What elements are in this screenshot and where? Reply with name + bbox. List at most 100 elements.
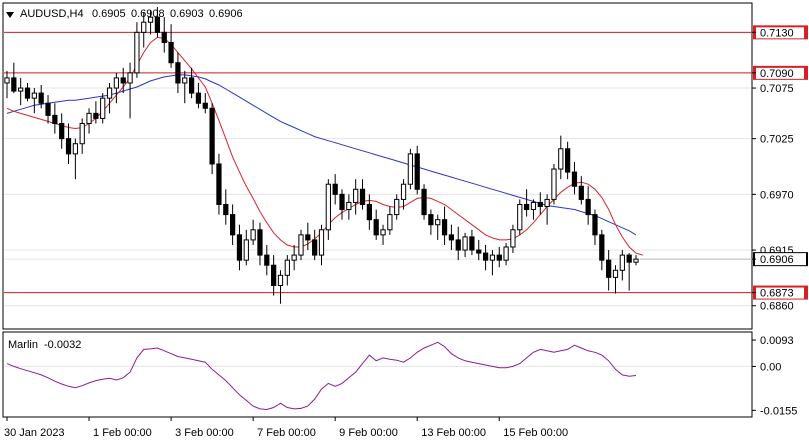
candle-body	[216, 163, 222, 205]
candle-body	[188, 77, 195, 94]
candle-body	[517, 203, 523, 231]
price-axis: 0.71300.70900.70750.70250.69700.69150.69…	[752, 25, 808, 313]
candle-body	[612, 269, 619, 278]
candle-body	[120, 77, 126, 84]
candle-body	[421, 188, 427, 216]
indicator-value: -0.0032	[44, 339, 81, 351]
candle-body	[72, 143, 78, 155]
candle-body	[257, 229, 263, 256]
candle-body	[496, 254, 502, 261]
price-tick-label: 0.7075	[760, 83, 794, 95]
candle-body	[578, 185, 584, 200]
indicator-tick-label: 0.0093	[760, 335, 794, 347]
time-tick-label: 3 Feb 00:00	[175, 427, 234, 439]
candle-body	[332, 183, 338, 195]
candle-body	[428, 214, 434, 226]
candle-body	[407, 153, 413, 185]
candle-body	[59, 122, 65, 140]
price-tick-label: 0.6860	[760, 301, 794, 313]
candle-body	[147, 16, 154, 23]
price-tick-label: 0.6970	[760, 189, 794, 201]
symbol-label: AUDUSD,H4	[20, 8, 84, 20]
candle-body	[544, 198, 550, 208]
open-value: 0.6905	[92, 8, 126, 20]
candle-body	[476, 249, 482, 254]
candle-body	[250, 229, 256, 241]
candle-body	[230, 214, 236, 236]
candle-body	[264, 254, 270, 266]
candle-body	[359, 188, 366, 205]
candle-body	[11, 77, 17, 92]
candle-body	[346, 201, 352, 211]
candle-body	[141, 21, 147, 33]
candle-body	[387, 214, 393, 231]
price-tick-label: 0.6906	[760, 254, 794, 266]
candle-body	[134, 31, 140, 74]
level-price-tag-inner	[756, 287, 804, 299]
candle-body	[626, 254, 632, 263]
high-value: 0.6908	[131, 8, 165, 20]
candle-body	[52, 114, 58, 124]
candle-body	[86, 112, 92, 124]
candle-body	[182, 77, 188, 84]
candle-body	[571, 171, 578, 187]
candle-body	[318, 229, 325, 256]
candle-body	[106, 87, 113, 99]
candle-body	[558, 148, 564, 170]
candle-body	[154, 16, 161, 33]
candle-body	[366, 203, 372, 221]
candle-body	[339, 193, 345, 211]
candle-body	[380, 229, 386, 236]
candle-body	[394, 198, 400, 216]
time-tick-label: 30 Jan 2023	[4, 427, 65, 439]
indicator-panel[interactable]	[2, 331, 753, 418]
candle-body	[175, 62, 181, 84]
indicator-tick-label: -0.0155	[760, 405, 797, 417]
candle-body	[400, 183, 407, 200]
candle-body	[161, 31, 167, 43]
candle-body	[202, 102, 208, 109]
candle-body	[24, 87, 31, 99]
candle-body	[551, 168, 557, 200]
level-price-tag-inner	[756, 67, 804, 79]
candle-body	[113, 77, 120, 89]
time-tick-label: 7 Feb 00:00	[257, 427, 316, 439]
candle-body	[448, 234, 455, 241]
candle-body	[4, 77, 10, 84]
candle-body	[291, 254, 297, 261]
candle-body	[243, 239, 249, 261]
candle-body	[469, 236, 475, 251]
candle-body	[537, 201, 543, 207]
candle-body	[523, 203, 530, 211]
ma-fast-line	[6, 36, 643, 256]
candle-body	[284, 259, 290, 276]
candle-body	[127, 72, 133, 84]
candle-body	[462, 236, 468, 251]
candle-body	[209, 107, 215, 165]
candle-body	[530, 201, 537, 211]
candle-body	[38, 92, 44, 104]
price-tick-label: 0.7025	[760, 134, 794, 146]
candle-body	[31, 92, 37, 99]
candle-body	[195, 92, 202, 104]
candle-body	[435, 219, 441, 226]
candle-body	[482, 252, 489, 261]
indicator-tick-label: 0.00	[760, 361, 781, 373]
time-tick-label: 9 Feb 00:00	[339, 427, 398, 439]
time-tick-label: 1 Feb 00:00	[93, 427, 152, 439]
candle-body	[298, 234, 304, 256]
candle-body	[277, 274, 284, 286]
candle-body	[606, 259, 612, 278]
candle-body	[223, 203, 229, 216]
candle-body	[312, 239, 318, 256]
candle-body	[45, 102, 51, 116]
price-panel[interactable]	[2, 2, 753, 330]
candle-body	[168, 41, 174, 64]
time-tick-label: 15 Feb 00:00	[503, 427, 568, 439]
triangle-down-icon[interactable]	[6, 12, 14, 18]
candle-body	[18, 87, 24, 92]
candle-body	[271, 264, 277, 286]
candle-body	[565, 148, 571, 173]
marlin-indicator	[4, 341, 751, 411]
